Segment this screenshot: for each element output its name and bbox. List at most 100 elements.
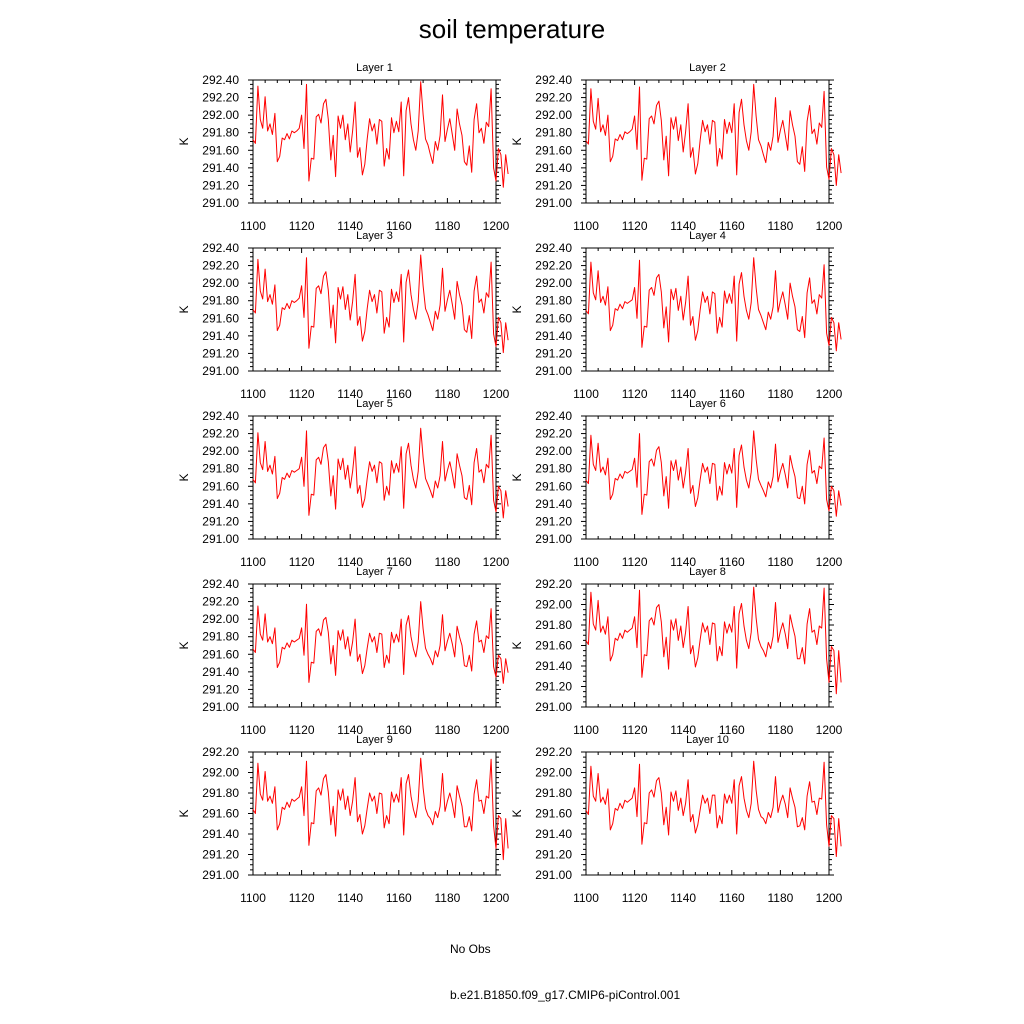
y-axis-label: K xyxy=(510,641,524,649)
y-tick-label: 292.00 xyxy=(535,444,572,458)
x-tick-label: 1140 xyxy=(670,387,696,401)
y-tick-label: 292.20 xyxy=(535,577,572,591)
series-line xyxy=(252,601,509,684)
y-tick-label: 291.40 xyxy=(202,161,239,175)
plot-frame xyxy=(585,751,830,876)
x-tick-label: 1140 xyxy=(337,387,363,401)
x-tick-label: 1160 xyxy=(386,219,412,233)
y-tick-label: 291.60 xyxy=(202,143,239,157)
x-tick-label: 1180 xyxy=(767,891,793,905)
panel-5: Layer 5 K 1100 1120 1140 1160 1180 1200 292.40 29… xyxy=(177,398,510,569)
x-tick-label: 1120 xyxy=(622,723,648,737)
y-axis-label: K xyxy=(510,809,524,817)
x-tick-label: 1120 xyxy=(289,891,315,905)
y-tick-label: 292.40 xyxy=(202,241,239,255)
plot-frame xyxy=(585,79,830,204)
y-tick-label: 292.20 xyxy=(535,427,572,441)
panel-title: Layer 2 xyxy=(689,62,726,74)
panel-title: Layer 3 xyxy=(356,230,393,242)
y-tick-label: 291.20 xyxy=(202,848,239,862)
panel-6: Layer 6 K 1100 1120 1140 1160 1180 1200 292.40 29… xyxy=(510,398,843,569)
y-tick-label: 291.60 xyxy=(535,479,572,493)
x-tick-label: 1160 xyxy=(386,387,412,401)
y-tick-label: 291.00 xyxy=(535,532,572,546)
y-tick-label: 292.40 xyxy=(535,241,572,255)
y-axis-label: K xyxy=(510,305,524,313)
x-tick-label: 1140 xyxy=(337,723,363,737)
x-tick-label: 1120 xyxy=(622,891,648,905)
x-tick-label: 1100 xyxy=(573,387,599,401)
y-tick-label: 291.80 xyxy=(202,126,239,140)
x-tick-label: 1200 xyxy=(816,555,843,569)
x-tick-label: 1140 xyxy=(670,555,696,569)
y-tick-label: 291.40 xyxy=(535,329,572,343)
x-tick-label: 1140 xyxy=(670,219,696,233)
plot-frame xyxy=(252,79,497,204)
x-tick-label: 1100 xyxy=(240,891,266,905)
plot-frame xyxy=(252,247,497,372)
y-tick-label: 292.00 xyxy=(535,276,572,290)
y-tick-label: 292.40 xyxy=(202,73,239,87)
y-tick-label: 292.00 xyxy=(202,612,239,626)
y-tick-label: 291.80 xyxy=(535,462,572,476)
panel-title: Layer 4 xyxy=(689,230,726,242)
x-tick-label: 1180 xyxy=(434,219,460,233)
y-tick-label: 292.20 xyxy=(202,595,239,609)
x-tick-label: 1160 xyxy=(719,723,745,737)
y-tick-label: 292.00 xyxy=(202,276,239,290)
y-tick-label: 292.00 xyxy=(202,444,239,458)
y-tick-label: 291.00 xyxy=(202,196,239,210)
y-tick-label: 292.20 xyxy=(202,745,239,759)
y-tick-label: 291.80 xyxy=(202,294,239,308)
plot-frame xyxy=(585,247,830,372)
x-tick-label: 1100 xyxy=(573,555,599,569)
y-tick-label: 291.20 xyxy=(202,514,239,528)
panel-3: Layer 3 K 1100 1120 1140 1160 1180 1200 292.40 29… xyxy=(177,230,510,401)
y-tick-label: 291.20 xyxy=(535,514,572,528)
y-tick-label: 291.40 xyxy=(535,161,572,175)
y-tick-label: 292.40 xyxy=(535,73,572,87)
y-tick-label: 291.40 xyxy=(202,329,239,343)
x-tick-label: 1120 xyxy=(289,387,315,401)
y-tick-label: 291.00 xyxy=(535,700,572,714)
y-tick-label: 292.20 xyxy=(202,91,239,105)
x-tick-label: 1180 xyxy=(767,219,793,233)
y-tick-label: 291.80 xyxy=(535,294,572,308)
x-tick-label: 1140 xyxy=(337,219,363,233)
x-tick-label: 1180 xyxy=(767,723,793,737)
panel-8: Layer 8 K 1100 1120 1140 1160 1180 1200 292.20 29… xyxy=(510,566,843,737)
y-axis-label: K xyxy=(177,305,191,313)
y-tick-label: 291.20 xyxy=(202,346,239,360)
y-tick-label: 291.80 xyxy=(535,618,572,632)
plot-frame xyxy=(585,583,830,708)
y-axis-label: K xyxy=(510,137,524,145)
y-tick-label: 291.20 xyxy=(202,682,239,696)
y-tick-label: 291.00 xyxy=(535,364,572,378)
x-tick-label: 1100 xyxy=(240,555,266,569)
y-tick-label: 291.60 xyxy=(535,143,572,157)
y-tick-label: 291.60 xyxy=(535,639,572,653)
x-tick-label: 1120 xyxy=(289,555,315,569)
panel-title: Layer 8 xyxy=(689,566,726,578)
y-tick-label: 291.80 xyxy=(535,786,572,800)
panel-title: Layer 6 xyxy=(689,398,726,410)
x-tick-label: 1120 xyxy=(289,219,315,233)
y-axis-label: K xyxy=(177,641,191,649)
x-tick-label: 1200 xyxy=(483,555,510,569)
x-tick-label: 1200 xyxy=(816,891,843,905)
x-tick-label: 1180 xyxy=(767,555,793,569)
x-tick-label: 1120 xyxy=(622,555,648,569)
x-tick-label: 1180 xyxy=(434,555,460,569)
y-tick-label: 291.60 xyxy=(535,311,572,325)
y-tick-label: 291.40 xyxy=(535,659,572,673)
y-tick-label: 291.00 xyxy=(202,532,239,546)
legend-item-no-obs: No Obs xyxy=(312,940,491,958)
x-tick-label: 1100 xyxy=(240,723,266,737)
y-tick-label: 291.40 xyxy=(535,497,572,511)
x-tick-label: 1100 xyxy=(573,723,599,737)
x-tick-label: 1200 xyxy=(816,219,843,233)
y-tick-label: 291.00 xyxy=(202,700,239,714)
x-tick-label: 1120 xyxy=(289,723,315,737)
y-tick-label: 292.00 xyxy=(535,766,572,780)
